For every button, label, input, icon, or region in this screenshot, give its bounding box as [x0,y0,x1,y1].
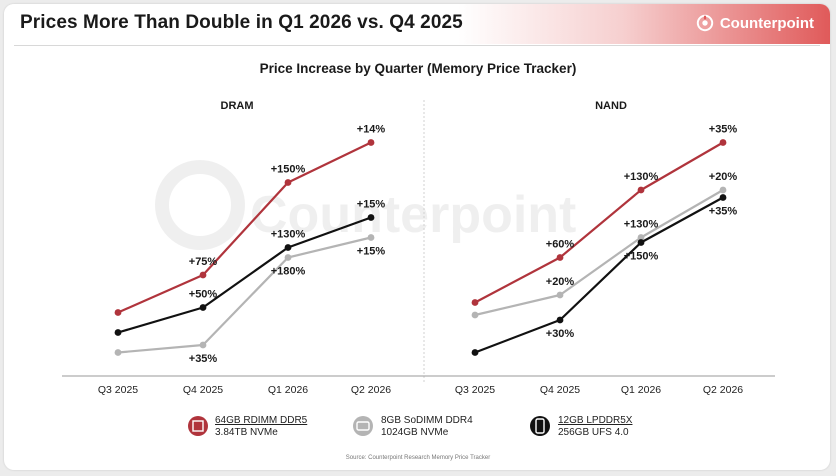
legend-ddr4-line1: 8GB SoDIMM DDR4 [381,415,473,426]
nand-lpddr5x-line [474,196,724,354]
dram-ddr4-data-label: +35% [189,353,218,365]
dram-ddr4-point [284,254,292,261]
dram-ddr5-point [199,271,207,279]
dram-ddr5-data-label: +75% [189,256,218,268]
chart-card: Prices More Than Double in Q1 2026 vs. Q… [4,4,830,470]
nand-ddr5-data-label: +130% [624,171,659,183]
dram-ddr4-point [367,234,375,241]
nand-ddr5-point [719,139,727,146]
legend-item-lpddr5x: 12GB LPDDR5X 256GB UFS 4.0 [530,415,633,438]
laptop-drive-icon [353,416,373,436]
smartphone-icon [530,416,550,436]
nand-lpddr5x-data-label: +30% [546,328,575,340]
legend-item-ddr5: 64GB RDIMM DDR5 3.84TB NVMe [188,415,308,438]
dram-ddr4-point [199,341,207,349]
nand-ddr4-data-label: +20% [546,276,575,288]
page-title: Prices More Than Double in Q1 2026 vs. Q… [20,12,463,33]
nand-ddr4-data-label: +130% [624,219,659,231]
nand-ddr4-point [471,311,479,319]
nand-lpddr5x-point [471,349,479,356]
dram-lpddr5x-data-label: +50% [189,289,218,301]
dram-lpddr5x-point [284,244,292,251]
dram-ddr5-data-label: +150% [271,164,306,176]
legend-ddr5-line2: 3.84TB NVMe [215,427,278,438]
watermark: Counterpoint [155,160,576,250]
nand-lpddr5x-point [556,316,564,324]
counterpoint-logo-icon [696,14,714,32]
nand-ddr5-line [474,141,724,304]
nand-ddr4-point [719,186,727,194]
server-memory-icon [188,416,208,436]
nand-ddr4-line [474,189,724,317]
nand-ddr4-point [556,291,564,299]
dram-x-tick-label: Q2 2026 [351,384,391,396]
server-memory-glyph [192,420,204,432]
dram-lpddr5x-data-label: +130% [271,229,306,241]
nand-ddr5-point [556,254,564,261]
header-bar: Prices More Than Double in Q1 2026 vs. Q… [4,4,830,44]
source-note: Source: Counterpoint Research Memory Pri… [346,455,490,461]
dram-lpddr5x-point [114,329,122,336]
nand-lpddr5x-point [719,194,727,201]
dram-ddr4-data-label: +180% [271,266,306,278]
watermark-logo-icon [155,160,245,250]
watermark-text: Counterpoint [250,186,576,244]
nand-ddr5-point [637,186,645,194]
dram-ddr5-line [117,141,372,314]
legend-ddr5-line1: 64GB RDIMM DDR5 [215,415,308,426]
laptop-drive-glyph [356,421,370,431]
dram-x-tick-label: Q3 2025 [98,384,138,396]
dram-x-tick-label: Q1 2026 [268,384,308,396]
nand-ddr5-point [471,299,479,306]
dram-lpddr5x-point [367,214,375,221]
dram-ddr5-point [284,179,292,186]
legend-lpddr5x-line1: 12GB LPDDR5X [558,415,633,426]
brand-name: Counterpoint [719,14,814,32]
nand-ddr4-point [637,234,645,241]
dram-lpddr5x-line [117,216,372,334]
nand-panel-title: NAND [595,100,627,112]
nand-ddr4-data-label: +20% [709,171,738,183]
dram-ddr5-point [367,139,375,146]
chart-title: Price Increase by Quarter (Memory Price … [260,61,577,76]
dram-ddr5-data-label: +14% [357,124,386,136]
plot-area: DRAM Q3 2025 Q4 2025 Q1 2026 Q2 2026 +75% +150… [62,100,775,396]
dram-ddr5-point [114,309,122,316]
nand-lpddr5x-data-label: +150% [624,251,659,263]
dram-ddr4-point [114,349,122,356]
dram-ddr4-line [117,236,372,354]
nand-ddr5-data-label: +35% [709,124,738,136]
nand-lpddr5x-point [637,239,645,246]
legend-item-ddr4: 8GB SoDIMM DDR4 1024GB NVMe [353,415,473,438]
dram-ddr4-data-label: +15% [357,246,386,258]
legend-lpddr5x-line2: 256GB UFS 4.0 [558,427,629,438]
legend: 64GB RDIMM DDR5 3.84TB NVMe 8GB SoDIMM D… [188,415,633,438]
nand-lpddr5x-data-label: +35% [709,206,738,218]
legend-ddr4-line2: 1024GB NVMe [381,427,449,438]
header-divider [14,45,820,46]
nand-x-tick-label: Q4 2025 [540,384,580,396]
dram-lpddr5x-point [199,304,207,311]
nand-x-tick-label: Q3 2025 [455,384,495,396]
dram-panel-title: DRAM [221,100,254,112]
nand-x-tick-label: Q2 2026 [703,384,743,396]
nand-ddr5-data-label: +60% [546,239,575,251]
nand-x-tick-label: Q1 2026 [621,384,661,396]
dram-x-tick-label: Q4 2025 [183,384,223,396]
brand-logo: Counterpoint [696,14,814,32]
smartphone-glyph [535,418,545,434]
dram-lpddr5x-data-label: +15% [357,199,386,211]
